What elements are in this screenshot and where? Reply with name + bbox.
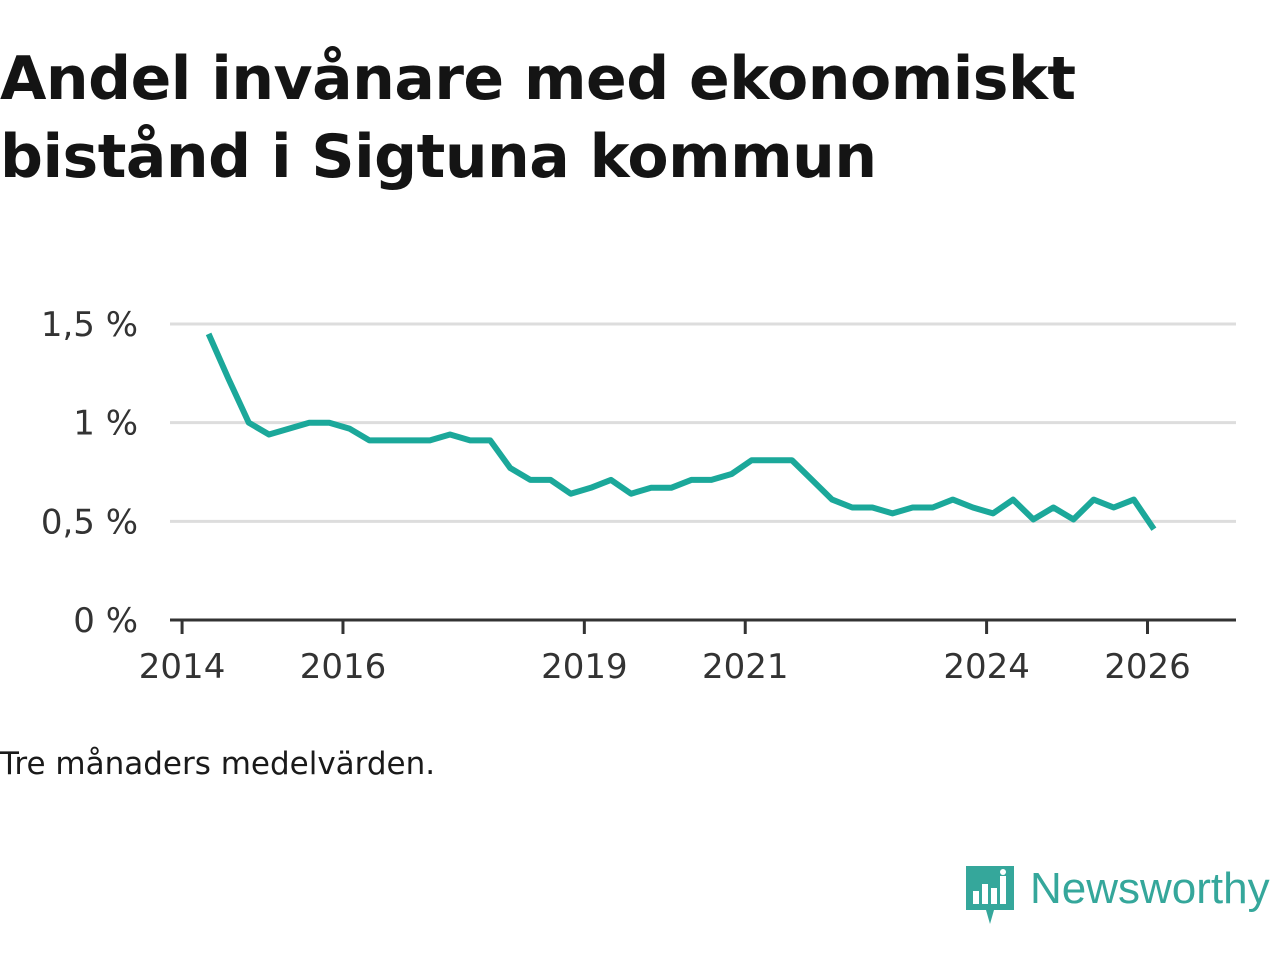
line-chart: 0 % 0,5 % 1 % 1,5 % 2014 2016 2019 2021 2024 202… [41,305,1236,687]
chart-title: Andel invånare med ekonomiskt bistånd i … [0,40,1200,196]
x-tick-label: 2014 [139,647,226,687]
grid-lines [170,322,1236,523]
x-tick-label: 2026 [1104,647,1191,687]
x-tick-label: 2021 [702,647,789,687]
x-tick-label: 2024 [943,647,1030,687]
x-tick-label: 2016 [300,647,387,687]
y-tick-label: 0,5 % [41,502,138,542]
x-axis-ticks: 2014 2016 2019 2021 2024 2026 [139,620,1191,687]
y-tick-label: 0 % [73,601,138,641]
y-tick-label: 1,5 % [41,305,138,345]
x-tick-label: 2019 [541,647,628,687]
chart-caption: Tre månaders medelvärden. [0,746,436,782]
brand-name: Newsworthy [1030,864,1270,913]
chart-title-line-2: bistånd i Sigtuna kommun [0,122,877,192]
series-layer [205,332,1157,531]
chart-title-line-1: Andel invånare med ekonomiskt [0,44,1076,114]
brand[interactable]: Newsworthy [964,864,1270,928]
y-axis-ticks: 0 % 0,5 % 1 % 1,5 % [41,305,138,641]
series-line [205,332,1157,531]
y-tick-label: 1 % [73,404,138,444]
newsworthy-logo-icon [966,866,1014,924]
